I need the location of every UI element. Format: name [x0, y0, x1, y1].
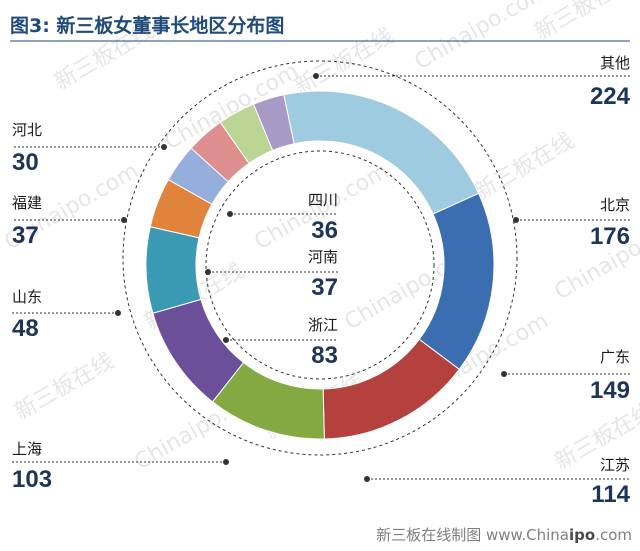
- footer-bold: ipo: [569, 526, 595, 544]
- label-name-sichuan: 四川: [308, 191, 338, 209]
- leader-dot-shanghai: [223, 459, 229, 465]
- slice-labels: 其他 224 北京 176 广东 149 江苏 114 上海 103 浙江 83 山东 48 河南 37 福建 3…: [12, 54, 631, 508]
- outer-dashed-ring: [122, 60, 518, 456]
- chart-title: 图3: 新三板女董事长地区分布图: [10, 14, 284, 37]
- footer-credit: 新三板在线制图 www.Chinaipo.com: [376, 526, 632, 544]
- slice-hebei: [252, 94, 295, 152]
- donut-slices: [145, 90, 495, 440]
- watermark-text: Chinaipo.com: [411, 0, 553, 75]
- label-name-other: 其他: [600, 54, 630, 72]
- label-name-hebei: 河北: [12, 121, 42, 139]
- label-value-hebei: 30: [12, 149, 39, 176]
- label-value-sichuan: 36: [311, 217, 338, 244]
- inner-dashed-ring: [205, 150, 435, 380]
- leader-dot-shandong: [115, 310, 121, 316]
- label-value-shandong: 48: [12, 315, 39, 342]
- label-value-other: 224: [590, 83, 631, 110]
- label-name-jiangsu: 江苏: [600, 456, 630, 474]
- label-value-jiangsu: 114: [591, 481, 630, 508]
- label-name-beijing: 北京: [600, 196, 630, 214]
- leader-dot-hebei: [161, 144, 167, 150]
- leader-dot-beijing: [513, 217, 519, 223]
- label-name-shandong: 山东: [12, 288, 42, 306]
- leader-dot-sichuan: [227, 211, 233, 217]
- label-value-guangdong: 149: [590, 377, 630, 404]
- leader-dot-jiangsu: [364, 476, 370, 482]
- label-value-shanghai: 103: [12, 466, 52, 493]
- leader-dot-fujian: [121, 217, 127, 223]
- label-name-guangdong: 广东: [600, 348, 630, 366]
- label-value-zhejiang: 83: [311, 342, 338, 369]
- leader-dot-other: [313, 73, 319, 79]
- leader-lines: [12, 73, 630, 482]
- footer-suffix: .com: [595, 526, 632, 544]
- label-value-henan: 37: [311, 274, 338, 301]
- label-name-fujian: 福建: [12, 194, 42, 212]
- label-value-fujian: 37: [12, 222, 39, 249]
- leader-dot-henan: [205, 269, 211, 275]
- watermark-text: 新三板在线: [11, 349, 119, 426]
- label-name-shanghai: 上海: [12, 440, 42, 458]
- label-value-beijing: 176: [590, 223, 630, 250]
- label-name-henan: 河南: [308, 248, 338, 266]
- footer-prefix: 新三板在线制图 www.China: [376, 526, 569, 544]
- slice-zhejiang: [145, 226, 202, 314]
- label-name-zhejiang: 浙江: [308, 316, 338, 334]
- watermark-text: 新三板在线: [471, 129, 579, 206]
- leader-dot-guangdong: [501, 371, 507, 377]
- leader-dot-zhejiang: [223, 337, 229, 343]
- watermark-text: 新三板在线: [531, 0, 639, 45]
